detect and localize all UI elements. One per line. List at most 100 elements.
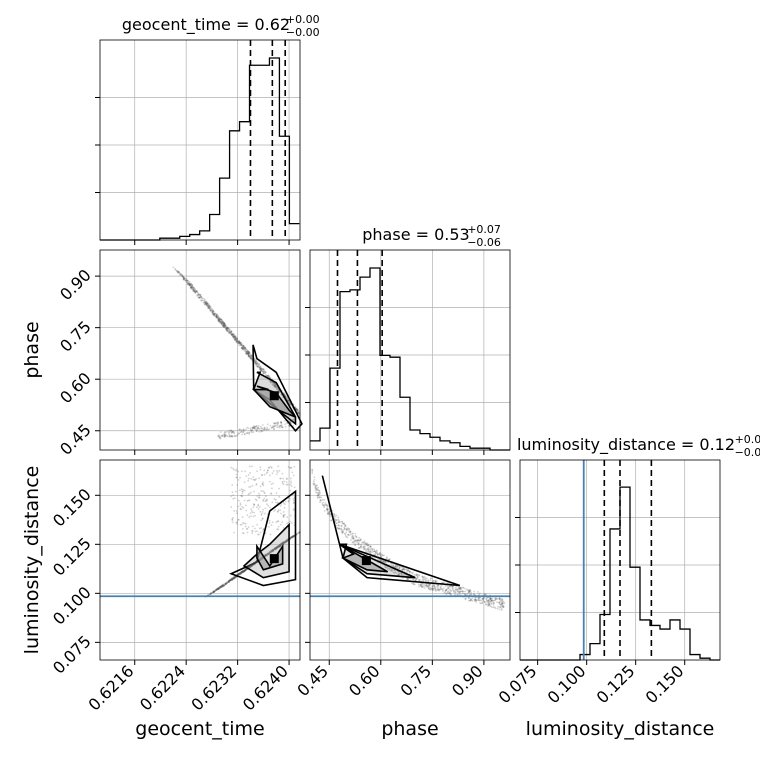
sample-point bbox=[235, 509, 238, 512]
sample-point bbox=[239, 572, 242, 575]
sample-point bbox=[233, 334, 236, 337]
sample-point bbox=[245, 568, 248, 570]
sample-point bbox=[280, 512, 282, 515]
sample-point bbox=[285, 539, 288, 542]
sample-point bbox=[259, 367, 261, 370]
sample-point bbox=[245, 568, 247, 570]
sample-point bbox=[291, 535, 294, 538]
sample-point bbox=[272, 549, 274, 552]
sample-point bbox=[348, 528, 350, 530]
sample-point bbox=[205, 302, 208, 305]
sample-point bbox=[243, 570, 246, 573]
sample-point bbox=[230, 330, 233, 333]
sample-point bbox=[265, 499, 268, 502]
x-axis-label-luminosity_distance: luminosity_distance bbox=[526, 718, 715, 740]
sample-point bbox=[246, 350, 249, 353]
sample-point bbox=[286, 539, 289, 542]
sample-point bbox=[206, 302, 209, 305]
sample-point bbox=[443, 587, 445, 590]
sample-point bbox=[259, 365, 262, 368]
sample-point bbox=[245, 352, 248, 355]
sample-point bbox=[225, 581, 228, 584]
sample-point bbox=[269, 380, 272, 383]
sample-point bbox=[326, 504, 328, 507]
sample-point bbox=[338, 521, 341, 524]
sample-point bbox=[252, 425, 255, 428]
sample-point bbox=[260, 490, 263, 492]
sample-point bbox=[219, 586, 222, 589]
sample-point bbox=[200, 299, 203, 302]
sample-point bbox=[262, 370, 265, 373]
sample-point bbox=[410, 571, 412, 574]
sample-point bbox=[255, 362, 258, 365]
sample-point bbox=[247, 353, 250, 356]
sample-point bbox=[247, 355, 250, 358]
sample-point bbox=[254, 530, 257, 533]
sample-point bbox=[224, 325, 227, 328]
sample-point bbox=[485, 603, 488, 606]
sample-point bbox=[245, 350, 248, 353]
sample-point bbox=[221, 585, 224, 588]
sample-point bbox=[282, 541, 285, 544]
sample-point bbox=[243, 569, 246, 572]
panel-frame-phase bbox=[309, 249, 511, 451]
sample-point bbox=[194, 290, 197, 293]
sample-point bbox=[277, 528, 280, 531]
sample-point bbox=[278, 544, 281, 547]
sample-point bbox=[253, 527, 256, 530]
sample-point bbox=[276, 546, 279, 549]
sample-point bbox=[290, 485, 293, 488]
sample-point bbox=[241, 345, 244, 348]
sample-point bbox=[292, 535, 295, 538]
sample-point bbox=[256, 470, 258, 473]
sample-point bbox=[319, 499, 322, 502]
sample-point bbox=[234, 336, 237, 339]
sample-point bbox=[235, 339, 238, 342]
sample-point bbox=[248, 356, 251, 358]
sample-point bbox=[247, 427, 250, 430]
sample-point bbox=[239, 343, 242, 346]
sample-point bbox=[355, 541, 358, 544]
sample-point bbox=[187, 282, 190, 285]
sample-point bbox=[225, 329, 228, 332]
sample-point bbox=[221, 322, 224, 325]
sample-point bbox=[249, 429, 252, 432]
panel-title-geocent_time: geocent_time = 0.62 bbox=[122, 15, 290, 35]
sample-point bbox=[290, 537, 292, 540]
sample-point bbox=[246, 352, 249, 355]
sample-point bbox=[284, 500, 287, 503]
sample-point bbox=[214, 312, 216, 315]
y-tick-label-phase-1: 0.60 bbox=[56, 369, 95, 408]
sample-point bbox=[282, 516, 285, 519]
sample-point bbox=[228, 433, 231, 436]
sample-point bbox=[215, 316, 218, 319]
sample-point bbox=[233, 432, 236, 435]
sample-point bbox=[244, 433, 246, 435]
sample-point bbox=[209, 308, 212, 310]
sample-point bbox=[207, 307, 210, 309]
sample-point bbox=[474, 598, 477, 601]
sample-point bbox=[273, 385, 276, 388]
sample-point bbox=[282, 511, 285, 513]
sample-point bbox=[181, 275, 183, 278]
sample-point bbox=[226, 581, 229, 583]
sample-point bbox=[231, 519, 234, 522]
sample-point bbox=[212, 590, 215, 593]
sample-point bbox=[499, 603, 502, 606]
sample-point bbox=[276, 423, 279, 426]
sample-point bbox=[243, 569, 246, 572]
sample-point bbox=[273, 384, 276, 387]
sample-point bbox=[220, 585, 222, 588]
sample-point bbox=[283, 542, 286, 544]
sample-point bbox=[334, 515, 337, 518]
sample-point bbox=[275, 492, 278, 494]
sample-point bbox=[242, 570, 245, 573]
sample-point bbox=[271, 501, 274, 504]
sample-point bbox=[485, 597, 488, 600]
sample-point bbox=[231, 431, 234, 433]
sample-point bbox=[230, 578, 232, 581]
sample-point bbox=[223, 323, 226, 326]
sample-point bbox=[240, 570, 243, 573]
sample-point bbox=[246, 500, 249, 502]
sample-point bbox=[289, 403, 292, 406]
